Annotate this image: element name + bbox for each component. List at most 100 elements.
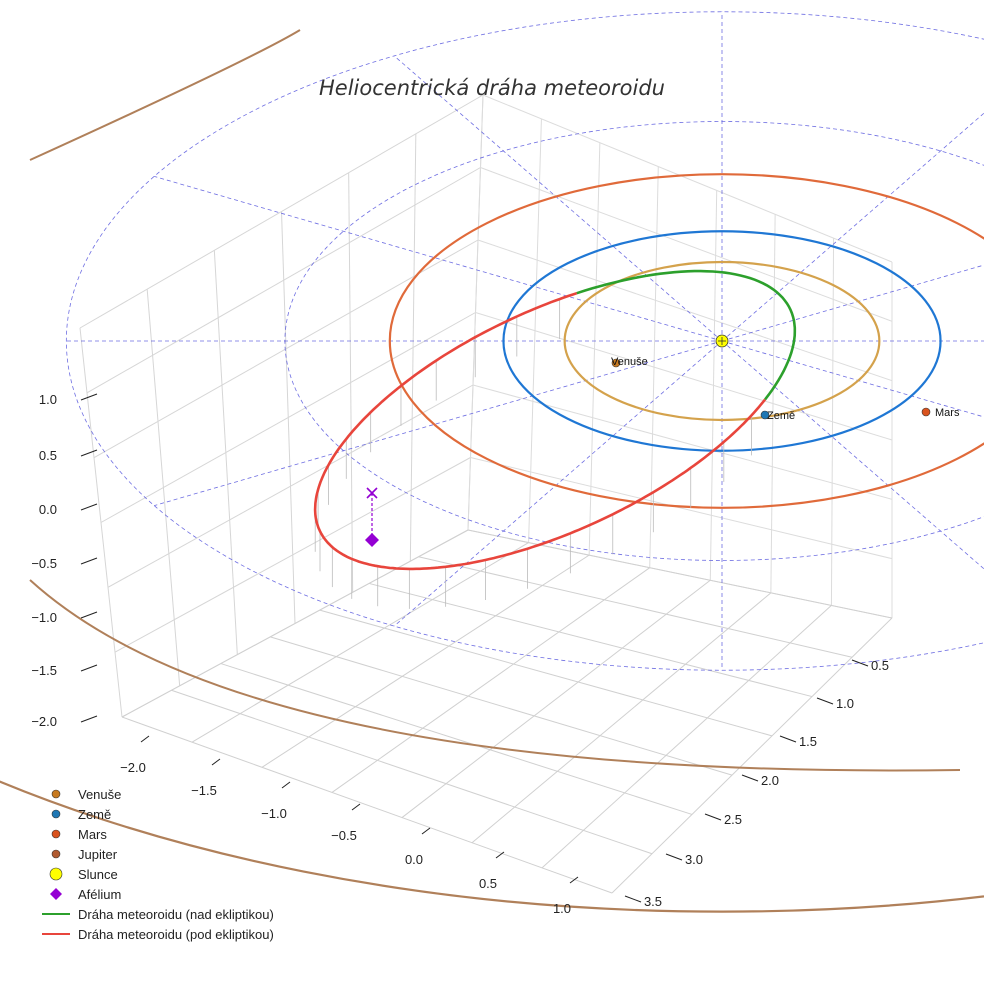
legend-label: Afélium: [78, 886, 122, 902]
z-tick-label: −1.5: [31, 663, 57, 678]
grid-line: [369, 582, 813, 698]
orbit-jupiter: [0, 780, 984, 913]
x-tick-mark: [421, 827, 431, 835]
orbit-země: [502, 230, 942, 452]
z-tick-mark: [80, 503, 98, 511]
grid-line: [107, 384, 474, 588]
legend-label: Země: [78, 806, 112, 822]
grid-line: [261, 554, 590, 768]
grid-line: [270, 636, 733, 776]
legend-item: Slunce: [40, 864, 274, 884]
x-tick-mark: [569, 876, 579, 884]
y-tick-label: 0.5: [871, 658, 889, 673]
orbit-venuše: [563, 260, 881, 422]
grid-line: [528, 118, 542, 543]
legend-label: Jupiter: [78, 846, 118, 862]
x-tick-mark: [211, 758, 221, 766]
legend-item: Dráha meteoroidu (nad ekliptikou): [40, 904, 274, 924]
legend-item: Země: [40, 804, 274, 824]
y-tick-mark: [851, 659, 869, 667]
grid-line: [121, 716, 613, 894]
legend-item: Venuše: [40, 784, 274, 804]
z-tick-label: −2.0: [31, 714, 57, 729]
grid-line: [611, 617, 893, 894]
grid-line: [541, 605, 832, 869]
legend-symbol: [40, 864, 72, 884]
meteoroid-orbit: [313, 269, 797, 571]
orbit-jupiter-arc-bottom: [29, 579, 961, 772]
x-tick-label: −2.0: [120, 760, 146, 775]
meteoroid-below-line: [313, 291, 767, 571]
z-tick-label: 1.0: [39, 392, 57, 407]
x-tick-label: 1.0: [553, 901, 571, 916]
grid-line: [770, 214, 776, 593]
legend-symbol: [40, 904, 72, 924]
aphelion-marker: [365, 533, 379, 547]
grid-line: [418, 556, 853, 658]
legend-item: Afélium: [40, 884, 274, 904]
aphelion-projection-marker: [366, 487, 378, 499]
planet-marker-earth: [760, 410, 770, 420]
y-tick-mark: [665, 853, 683, 861]
planet-label-earth: Země: [767, 410, 795, 422]
legend-symbol: [40, 844, 72, 864]
x-tick-mark: [140, 735, 150, 743]
z-tick-label: −0.5: [31, 556, 57, 571]
x-tick-label: −1.5: [191, 783, 217, 798]
grid-line: [86, 167, 481, 394]
orbit-jupiter-arc-top: [29, 29, 301, 161]
planet-label-mars: Mars: [935, 407, 960, 419]
legend: Venuše Země Mars Jupiter Slunce Afélium Dráha …: [40, 784, 274, 944]
y-tick-mark: [816, 697, 834, 705]
grid-line: [482, 94, 893, 263]
grid-line: [319, 609, 773, 737]
axes-grid: [79, 94, 893, 894]
ecliptic-spoke: [154, 176, 723, 342]
grid-line: [477, 239, 893, 382]
legend-label: Dráha meteoroidu (pod ekliptikou): [78, 926, 274, 942]
ecliptic-spoke: [721, 340, 984, 570]
z-tick-label: 0.0: [39, 502, 57, 517]
x-tick-label: 0.5: [479, 876, 497, 891]
z-tick-label: −1.0: [31, 610, 57, 625]
grid-line: [121, 529, 469, 718]
ecliptic-grid: [66, 11, 984, 671]
y-tick-mark: [741, 774, 759, 782]
legend-symbol: [40, 804, 72, 824]
grid-line: [220, 663, 693, 815]
grid-line: [588, 142, 601, 556]
legend-label: Slunce: [78, 866, 118, 882]
planet-marker-venus: [611, 358, 621, 368]
x-tick-mark: [281, 781, 291, 789]
z-tick-mark: [80, 611, 98, 619]
ecliptic-spoke: [393, 340, 723, 627]
legend-label: Mars: [78, 826, 107, 842]
y-tick-mark: [704, 813, 722, 821]
grid-line: [649, 166, 659, 568]
x-tick-mark: [495, 851, 505, 859]
legend-symbol: [40, 884, 72, 904]
z-tick-mark: [80, 664, 98, 672]
legend-item: Jupiter: [40, 844, 274, 864]
chart-title: Heliocentrická dráha meteoroidu: [319, 76, 665, 100]
grid-line: [475, 312, 893, 441]
z-tick-mark: [80, 715, 98, 723]
legend-symbol: [40, 824, 72, 844]
z-tick-label: 0.5: [39, 448, 57, 463]
legend-symbol: [40, 784, 72, 804]
legend-symbol: [40, 924, 72, 944]
z-tick-mark: [80, 449, 98, 457]
grid-line: [114, 457, 471, 653]
y-tick-label: 1.0: [836, 696, 854, 711]
y-tick-mark: [624, 895, 642, 903]
ecliptic-spoke: [721, 264, 984, 342]
y-tick-label: 3.5: [644, 894, 662, 909]
grid-line: [191, 542, 529, 743]
x-tick-label: −1.0: [261, 806, 287, 821]
grid-line: [709, 190, 718, 581]
meteoroid-above-line: [576, 269, 797, 401]
projection-stems: [314, 299, 752, 609]
y-tick-label: 2.0: [761, 773, 779, 788]
z-tick-mark: [80, 393, 98, 401]
